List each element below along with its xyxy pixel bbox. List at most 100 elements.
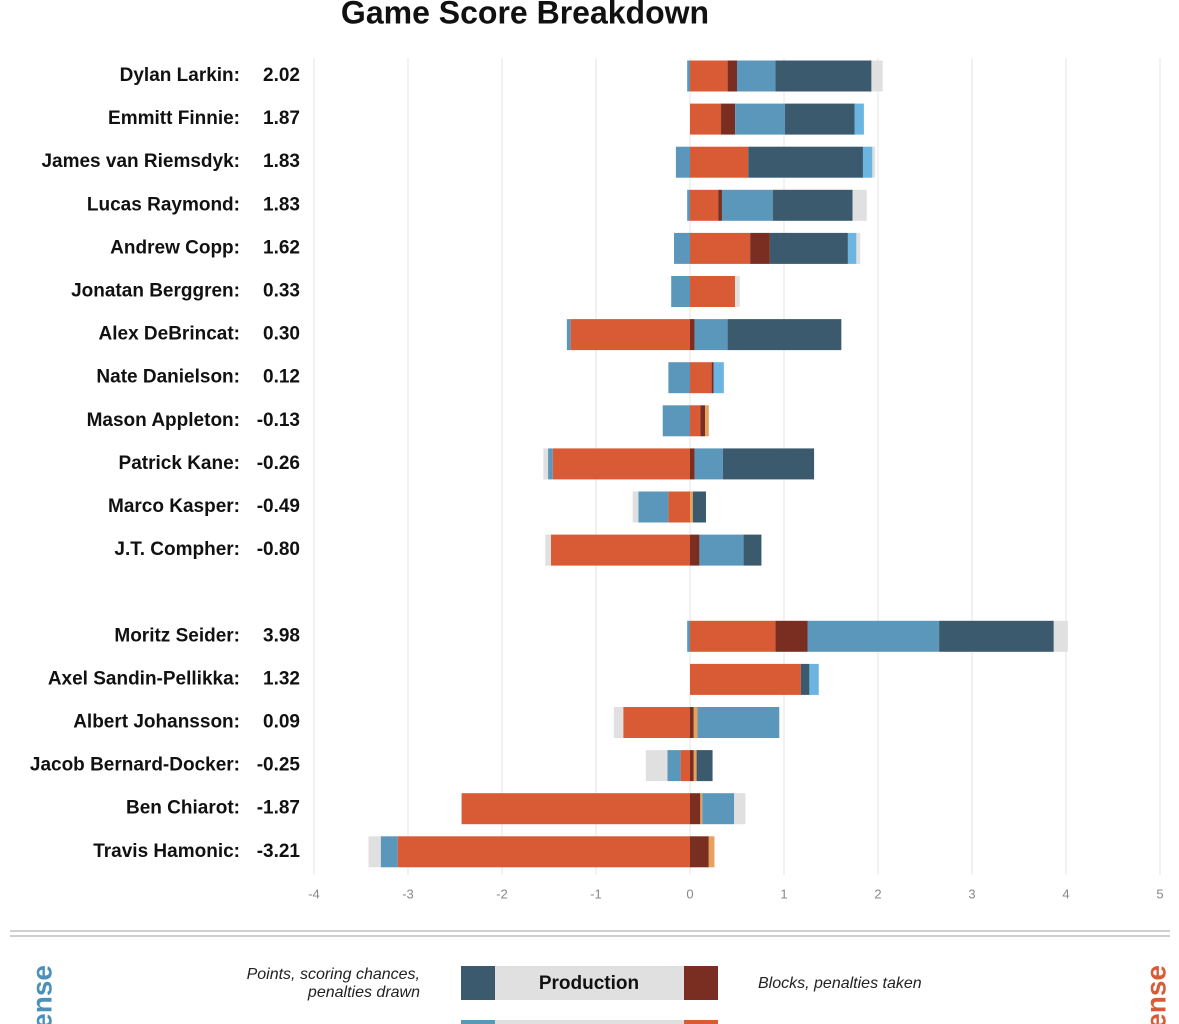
x-tick-label: 4 — [1062, 886, 1069, 901]
bar-segment — [690, 620, 776, 652]
score-label: -0.49 — [257, 496, 300, 517]
bar-segment — [543, 448, 549, 480]
score-label: -3.21 — [257, 841, 301, 862]
legend-text: Points, scoring chances, — [247, 966, 420, 983]
legend-text: Blocks, penalties taken — [758, 975, 922, 992]
bar-segment — [690, 276, 736, 307]
bar-segment — [700, 405, 706, 437]
bar-segment — [775, 60, 872, 92]
bar-segment — [690, 448, 695, 480]
bar-segment — [690, 836, 709, 868]
bar-segment — [750, 232, 770, 264]
bar-segment — [690, 103, 722, 135]
player-name: Andrew Copp: — [110, 237, 240, 258]
bar-segment — [690, 362, 712, 394]
score-label: 0.30 — [263, 324, 300, 345]
bar-segment — [693, 707, 698, 738]
bar-segment — [722, 448, 815, 480]
score-label: 2.02 — [263, 65, 300, 86]
bar-segment — [734, 793, 746, 825]
bar-segment — [693, 750, 697, 782]
bar-segment — [461, 793, 690, 825]
bar-segment — [623, 707, 690, 738]
player-name: Jacob Bernard-Docker: — [30, 755, 240, 776]
bar-segment — [692, 491, 706, 523]
legend-text: penalties drawn — [307, 984, 420, 1001]
x-tick-label: 5 — [1156, 886, 1163, 901]
score-label: 0.09 — [263, 712, 300, 733]
bar-segment — [697, 707, 780, 738]
bar-segment — [743, 534, 762, 566]
offense-label: Offense — [26, 965, 57, 1024]
bar-segment — [784, 103, 855, 135]
legend-bar — [495, 966, 684, 1000]
score-label: 1.83 — [263, 194, 300, 215]
bar-segment — [680, 750, 690, 782]
score-label: 0.33 — [263, 281, 300, 302]
bar-segment — [690, 707, 694, 738]
bar-segment — [552, 448, 690, 480]
bar-segment — [696, 750, 713, 782]
bar-segment — [548, 448, 553, 480]
score-label: 3.98 — [263, 625, 300, 646]
bar-segment — [687, 189, 690, 221]
x-tick-label: -1 — [590, 886, 602, 901]
bar-segment — [708, 836, 715, 868]
bar-segment — [380, 836, 398, 868]
player-name: Travis Hamonic: — [93, 841, 240, 862]
bar-segment — [699, 534, 744, 566]
bar-segment — [939, 620, 1054, 652]
player-name: Patrick Kane: — [119, 453, 240, 474]
bar-segment — [800, 663, 810, 695]
bar-segment — [772, 189, 853, 221]
bar-segment — [674, 232, 690, 264]
score-label: -0.25 — [257, 755, 301, 776]
bar-segment — [550, 534, 690, 566]
bar-segment — [690, 405, 701, 437]
player-name: James van Riemsdyk: — [41, 151, 240, 172]
score-label: 0.12 — [263, 367, 300, 388]
bar-segment — [668, 362, 690, 394]
x-tick-label: 3 — [968, 886, 975, 901]
bar-segment — [721, 103, 736, 135]
player-name: Marco Kasper: — [108, 496, 240, 517]
bar-segment — [690, 232, 751, 264]
bar-segment — [662, 405, 690, 437]
bar-segment — [705, 405, 709, 437]
bar-segment — [690, 663, 801, 695]
x-tick-label: 2 — [874, 886, 881, 901]
score-label: -0.80 — [257, 539, 300, 560]
bar-segment — [687, 60, 690, 92]
bar-segment — [397, 836, 690, 868]
score-label: -0.26 — [257, 453, 300, 474]
score-label: -1.87 — [257, 798, 300, 819]
player-name: Albert Johansson: — [73, 712, 240, 733]
bar-segment — [690, 750, 694, 782]
player-name: Dylan Larkin: — [120, 65, 240, 86]
bar-segment — [872, 146, 876, 178]
legend-swatch — [684, 1020, 718, 1024]
score-label: 1.83 — [263, 151, 300, 172]
bar-segment — [1053, 620, 1068, 652]
bar-segment — [675, 146, 690, 178]
bar-segment — [718, 189, 722, 221]
chart-title: Game Score Breakdown — [341, 0, 709, 30]
player-name: Ben Chiarot: — [126, 798, 240, 819]
bar-segment — [735, 276, 740, 307]
player-name: Lucas Raymond: — [87, 194, 240, 215]
bar-segment — [566, 319, 571, 351]
bar-segment — [694, 448, 723, 480]
bar-segment — [727, 60, 737, 92]
player-name: Moritz Seider: — [114, 625, 240, 646]
bar-segment — [700, 793, 703, 825]
bar-segment — [711, 362, 714, 394]
bar-segment — [690, 146, 749, 178]
bar-segment — [748, 146, 863, 178]
defense-label: Defense — [1140, 965, 1171, 1024]
bar-segment — [727, 319, 842, 351]
bar-segment — [856, 232, 861, 264]
bar-segment — [775, 620, 808, 652]
x-tick-label: 0 — [686, 886, 693, 901]
bar-segment — [645, 750, 668, 782]
bar-segment — [671, 276, 690, 307]
